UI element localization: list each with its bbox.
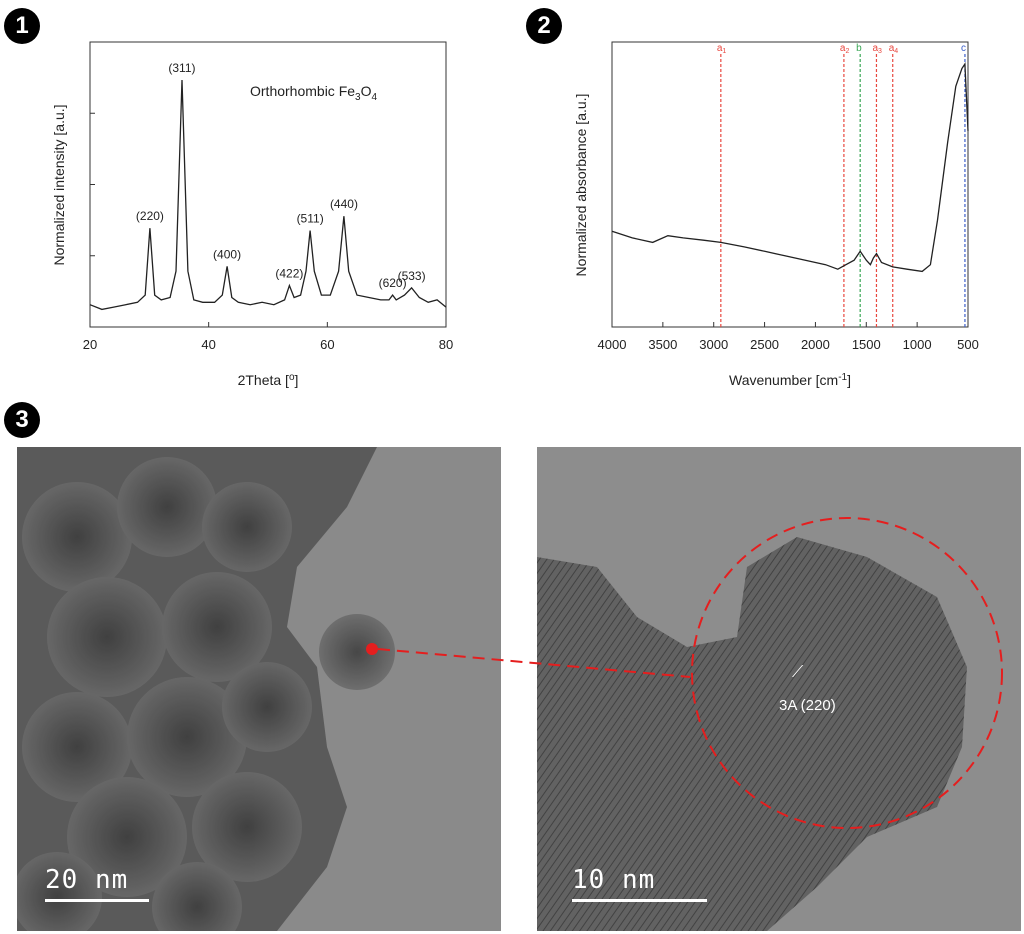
xrd-annotation: Orthorhombic Fe3O4 [250,83,378,103]
xrd-peak-label: (422) [275,267,303,281]
xrd-xlabel: 2Theta [o] [238,372,299,388]
xrd-peak-label: (220) [136,209,164,223]
tem-image-left: 20 nm [17,447,501,931]
xrd-series-line [89,79,447,311]
ftir-chart: 4000 3500 3000 2500 2000 1500 1000 500 a1 a2 b a3 a… [573,41,979,388]
ftir-xtick-label: 2500 [750,337,779,352]
xrd-xtick-label: 80 [439,337,453,352]
xrd-chart: 20 40 60 80 (220) (311) (400) (422) (511) (440) (… [51,41,453,388]
ftir-plot-frame [611,41,969,328]
xrd-ylabel: Normalized intensity [a.u.] [51,104,67,265]
ftir-ref-label: a4 [889,43,899,55]
ftir-ref-label: b [856,43,862,54]
ftir-xtick-label: 500 [957,337,979,352]
tem-right-scalebar-label: 10 nm [572,865,656,895]
xrd-peak-label: (533) [398,269,426,283]
tem-right-scalebar-line [572,899,707,902]
ftir-xtick-label: 4000 [598,337,627,352]
ftir-xtick-label: 3000 [699,337,728,352]
xrd-peak-label: (400) [213,247,241,261]
xrd-peak-label: (311) [168,61,195,75]
xrd-xtick-label: 40 [201,337,215,352]
tem-image-right: 10 nm 3A (220) ⟋ [537,447,1021,931]
ftir-xlabel: Wavenumber [cm-1] [729,372,851,388]
xrd-peak-label: (440) [330,197,358,211]
ftir-ref-label: c [961,43,966,54]
ftir-xtick-label: 1500 [852,337,881,352]
ftir-xtick-label: 2000 [801,337,830,352]
ftir-ylabel: Normalized absorbance [a.u.] [573,94,589,277]
ftir-xtick-label: 1000 [903,337,932,352]
tem-left-scalebar-line [45,899,149,902]
ftir-ref-label: a2 [840,43,850,55]
xrd-xtick-label: 60 [320,337,334,352]
panel-1-badge: 1 [4,8,40,44]
xrd-xtick-label: 20 [83,337,97,352]
lattice-annotation: 3A (220) [779,697,836,714]
ftir-series-line [611,61,969,273]
lattice-marker-icon: ⟋ [792,662,804,681]
ftir-xtick-label: 3500 [648,337,677,352]
ftir-ref-label: a1 [717,43,727,55]
xrd-peak-label: (620) [379,276,407,290]
ftir-ref-label: a3 [872,43,882,55]
tem-left-scalebar-label: 20 nm [45,865,129,895]
panel-2-badge: 2 [526,8,562,44]
panel-3-badge: 3 [4,402,40,438]
xrd-peak-label: (511) [297,212,324,226]
